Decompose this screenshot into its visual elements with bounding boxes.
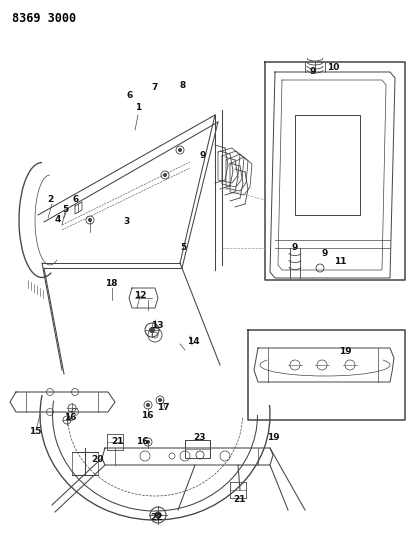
Circle shape [178,149,181,151]
Text: 3: 3 [124,217,130,227]
Text: 16: 16 [63,414,76,423]
Text: 5: 5 [62,206,68,214]
Text: 9: 9 [309,68,315,77]
Text: 15: 15 [29,427,41,437]
Text: 8369 3000: 8369 3000 [12,12,76,25]
Circle shape [88,219,91,222]
Text: 8: 8 [180,80,186,90]
Text: 9: 9 [291,244,297,253]
Text: 20: 20 [90,456,103,464]
Text: 23: 23 [193,433,206,442]
Text: 19: 19 [266,433,279,442]
Text: 10: 10 [326,63,338,72]
Text: 14: 14 [186,337,199,346]
Circle shape [158,399,161,401]
Text: 5: 5 [180,244,186,253]
Circle shape [146,440,149,443]
Text: 9: 9 [199,150,206,159]
Text: 1: 1 [135,103,141,112]
Circle shape [155,512,161,518]
Text: 6: 6 [126,91,133,100]
Text: 9: 9 [321,248,327,257]
Text: 13: 13 [151,320,163,329]
Text: 6: 6 [73,196,79,205]
Circle shape [146,403,149,407]
Text: 7: 7 [151,84,158,93]
Text: 18: 18 [104,279,117,287]
Text: 22: 22 [151,513,163,522]
Text: 16: 16 [140,410,153,419]
Text: 11: 11 [333,257,346,266]
Text: 4: 4 [55,215,61,224]
Text: 2: 2 [47,196,53,205]
Text: 19: 19 [338,348,351,357]
Text: 12: 12 [133,290,146,300]
Text: 21: 21 [233,496,246,505]
Circle shape [163,174,166,176]
Text: 17: 17 [156,403,169,413]
Circle shape [149,327,154,333]
Text: 21: 21 [112,438,124,447]
Text: 16: 16 [135,438,148,447]
